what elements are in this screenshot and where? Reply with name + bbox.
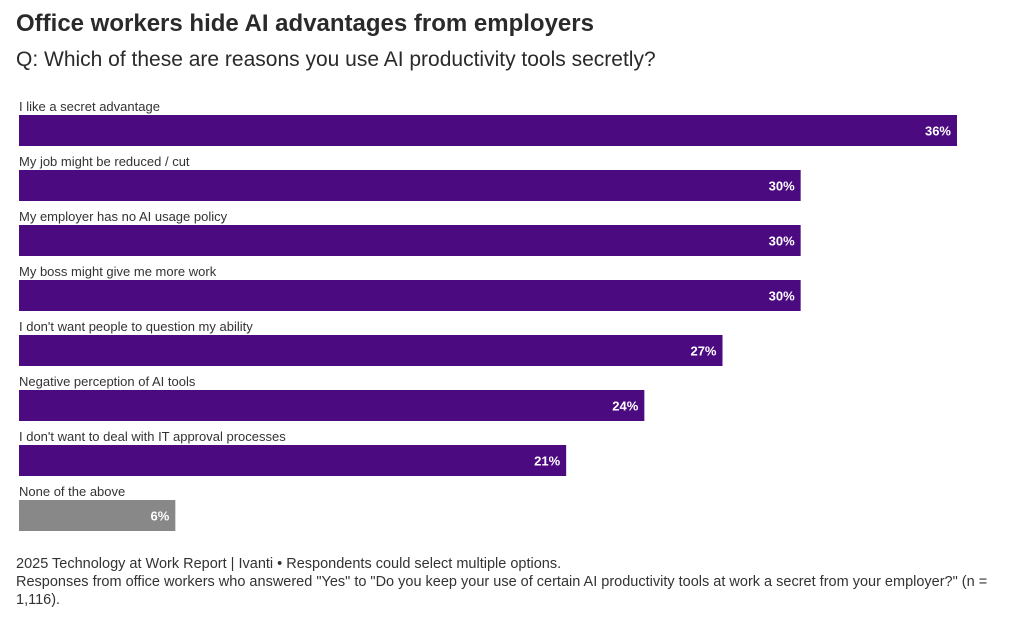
bar — [19, 280, 801, 311]
bar — [19, 225, 801, 256]
category-label: I like a secret advantage — [19, 99, 160, 114]
bar — [19, 500, 176, 531]
category-label: Negative perception of AI tools — [19, 374, 196, 389]
bar-chart: I like a secret advantage 36% My job might… — [19, 99, 957, 531]
chart-title: Office workers hide AI advantages from e… — [16, 10, 594, 37]
category-label: I don't want to deal with IT approval pr… — [19, 429, 286, 444]
value-label: 27% — [690, 344, 716, 359]
chart-subtitle: Q: Which of these are reasons you use AI… — [16, 48, 656, 71]
footer-question-note: Responses from office workers who answer… — [16, 574, 988, 608]
value-label: 24% — [612, 399, 638, 414]
category-label: I don't want people to question my abili… — [19, 319, 253, 334]
value-label: 21% — [534, 454, 560, 469]
category-label: None of the above — [19, 484, 125, 499]
value-label: 30% — [769, 234, 795, 249]
value-label: 30% — [769, 289, 795, 304]
chart-footer: 2025 Technology at Work Report | Ivanti … — [16, 555, 1016, 609]
footer-source-note: 2025 Technology at Work Report | Ivanti … — [16, 556, 562, 572]
bar — [19, 445, 567, 476]
bar — [19, 115, 957, 146]
bar — [19, 390, 645, 421]
bar — [19, 170, 801, 201]
category-label: My employer has no AI usage policy — [19, 209, 228, 224]
value-label: 36% — [925, 124, 951, 139]
category-label: My job might be reduced / cut — [19, 154, 190, 169]
value-label: 6% — [151, 509, 170, 524]
bar — [19, 335, 723, 366]
value-label: 30% — [769, 179, 795, 194]
category-label: My boss might give me more work — [19, 264, 217, 279]
